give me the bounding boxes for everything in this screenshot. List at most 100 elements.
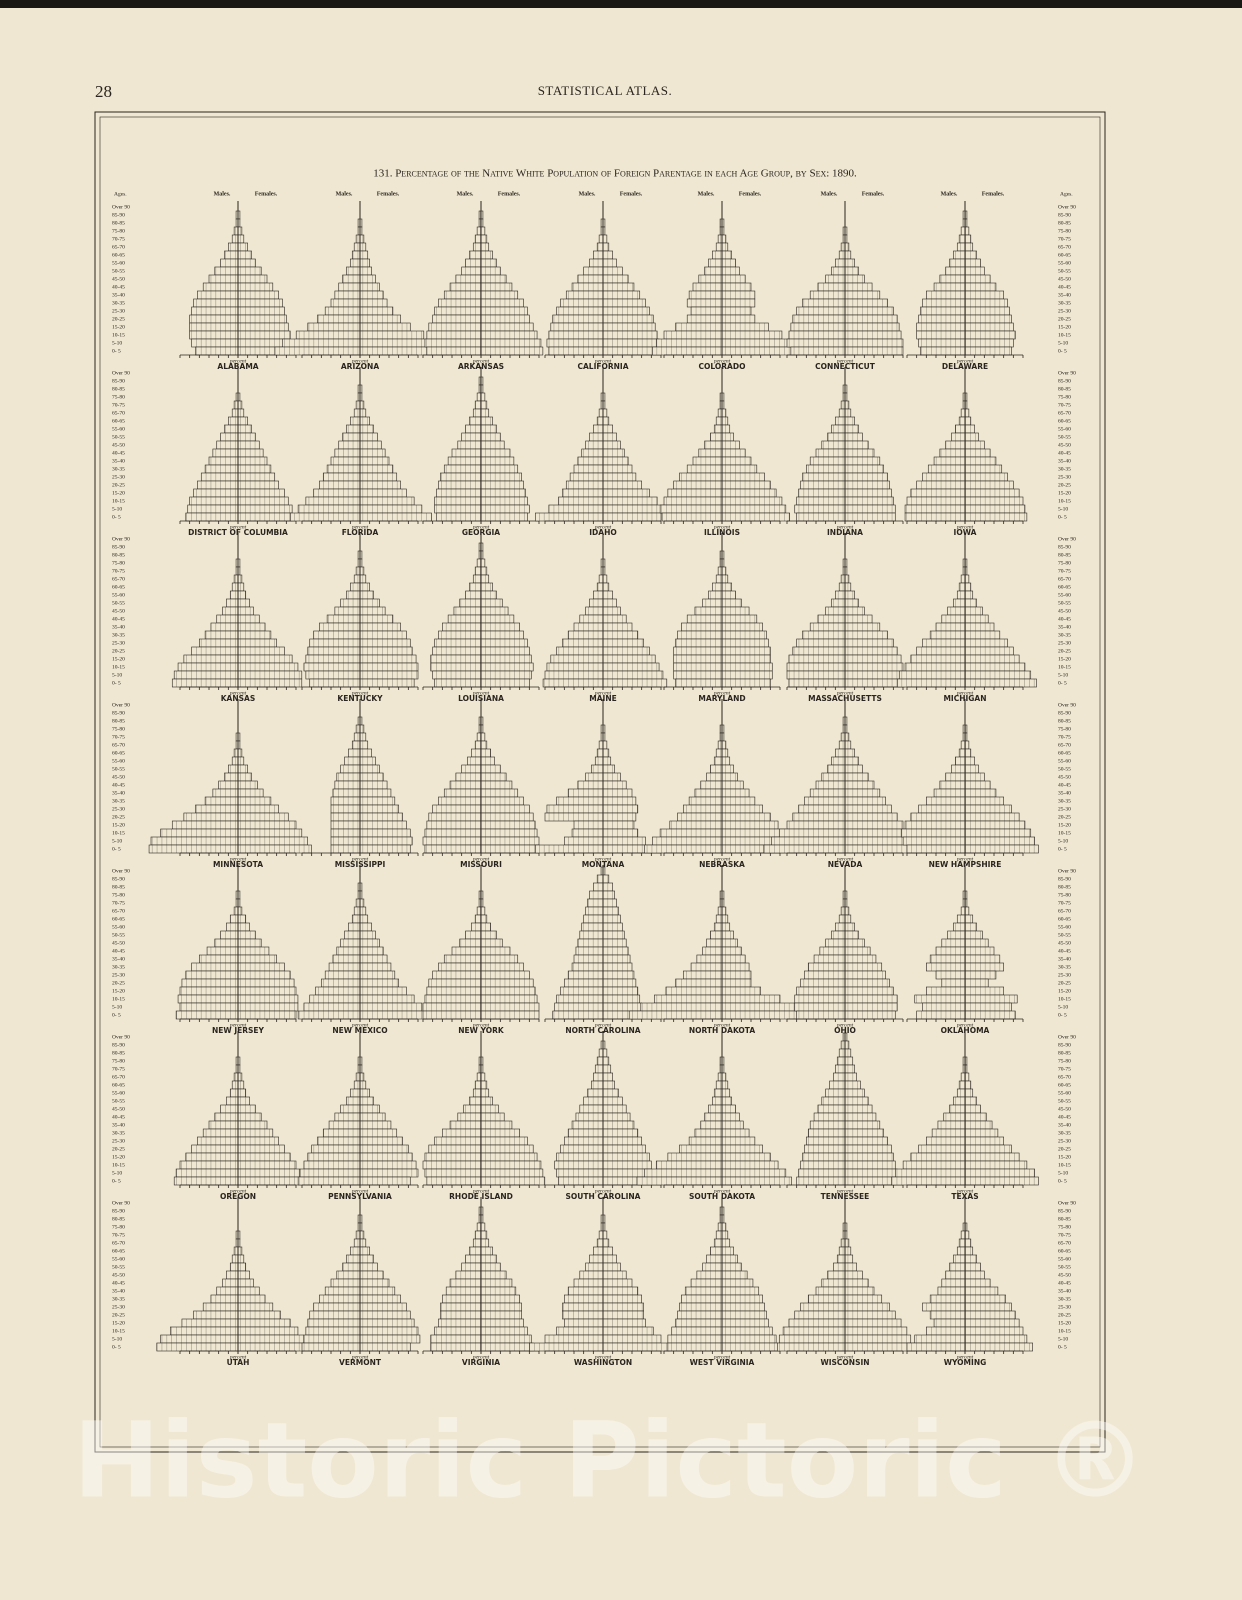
female-bar bbox=[359, 978, 399, 988]
male-bar bbox=[933, 456, 966, 466]
male-bar bbox=[443, 464, 482, 474]
female-bar bbox=[237, 906, 243, 916]
female-bar bbox=[721, 1160, 779, 1170]
age-label: 70-75 bbox=[1058, 900, 1071, 906]
female-bar bbox=[359, 1262, 378, 1272]
female-bar bbox=[844, 994, 898, 1004]
female-bar bbox=[844, 654, 902, 664]
female-bar bbox=[844, 408, 852, 418]
female-bar bbox=[602, 480, 642, 490]
male-bar bbox=[191, 306, 239, 316]
female-bar bbox=[844, 764, 863, 774]
age-label: 40-45 bbox=[1058, 284, 1071, 290]
age-label: 70-75 bbox=[1058, 1232, 1071, 1238]
state-name: FLORIDA bbox=[342, 528, 379, 537]
female-label: Females. bbox=[377, 191, 400, 197]
male-bar bbox=[800, 978, 846, 988]
age-label: 60-65 bbox=[112, 1082, 125, 1088]
male-bar bbox=[788, 678, 846, 688]
male-bar bbox=[195, 804, 239, 814]
female-bar bbox=[480, 496, 528, 506]
male-bar bbox=[548, 346, 604, 356]
age-label: 5-10 bbox=[112, 1004, 122, 1010]
female-bar bbox=[480, 400, 488, 410]
female-bar bbox=[721, 306, 752, 316]
female-bar bbox=[721, 1002, 800, 1012]
male-bar bbox=[189, 314, 239, 324]
female-bar bbox=[480, 330, 538, 340]
female-bar bbox=[602, 922, 623, 932]
female-bar bbox=[480, 978, 534, 988]
female-bar bbox=[237, 440, 260, 450]
female-bar bbox=[480, 638, 528, 648]
male-bar bbox=[941, 1278, 966, 1288]
female-bar bbox=[237, 646, 285, 656]
male-bar bbox=[786, 662, 846, 672]
age-label: 20-25 bbox=[1058, 814, 1071, 820]
male-bar bbox=[432, 314, 482, 324]
male-bar bbox=[581, 448, 604, 458]
male-bar bbox=[303, 1002, 361, 1012]
female-bar bbox=[721, 1080, 729, 1090]
male-bar bbox=[183, 654, 239, 664]
female-bar bbox=[480, 828, 538, 838]
axis-label: percent bbox=[836, 856, 854, 862]
age-label: 60-65 bbox=[112, 916, 125, 922]
female-bar bbox=[480, 258, 497, 268]
male-bar bbox=[708, 258, 723, 268]
male-bar bbox=[663, 496, 723, 506]
male-bar bbox=[800, 480, 846, 490]
male-bar bbox=[920, 306, 966, 316]
male-bar bbox=[706, 772, 723, 782]
female-bar bbox=[602, 970, 635, 980]
male-bar bbox=[669, 820, 723, 830]
age-label: 65-70 bbox=[112, 742, 125, 748]
age-label: Over 90 bbox=[1058, 702, 1076, 708]
female-bar bbox=[237, 338, 289, 348]
age-label: Over 90 bbox=[1058, 1200, 1076, 1206]
state-name: MARYLAND bbox=[698, 694, 745, 703]
state-name: ILLINOIS bbox=[704, 528, 740, 537]
age-label: 35-40 bbox=[1058, 458, 1071, 464]
male-bar bbox=[346, 266, 361, 276]
female-bar bbox=[964, 662, 1026, 672]
male-bar bbox=[796, 512, 846, 522]
female-bar bbox=[602, 1136, 642, 1146]
axis-label: percent bbox=[472, 856, 490, 862]
female-bar bbox=[237, 922, 250, 932]
female-bar bbox=[480, 732, 486, 742]
male-bar bbox=[655, 1160, 723, 1170]
male-bar bbox=[556, 306, 604, 316]
axis-label: percent bbox=[229, 1354, 247, 1360]
male-bar bbox=[802, 298, 846, 308]
male-bar bbox=[802, 630, 846, 640]
female-bar bbox=[844, 306, 894, 316]
age-label: 15-20 bbox=[1058, 324, 1071, 330]
axis-label: percent bbox=[594, 1022, 612, 1028]
age-label: 40-45 bbox=[1058, 948, 1071, 954]
age-label: 45-50 bbox=[112, 608, 125, 614]
age-label: 5-10 bbox=[1058, 1170, 1068, 1176]
male-bar bbox=[675, 978, 723, 988]
female-bar bbox=[602, 946, 629, 956]
male-bar bbox=[422, 836, 482, 846]
female-bar bbox=[602, 1064, 612, 1074]
running-title: STATISTICAL ATLAS. bbox=[538, 83, 673, 98]
female-bar bbox=[844, 440, 869, 450]
male-bar bbox=[958, 1080, 966, 1090]
male-bar bbox=[796, 1176, 846, 1186]
female-bar bbox=[237, 820, 297, 830]
female-bar bbox=[964, 590, 974, 600]
age-label: 10-15 bbox=[112, 498, 125, 504]
female-bar bbox=[844, 512, 896, 522]
age-label: 45-50 bbox=[112, 774, 125, 780]
male-bar bbox=[715, 748, 723, 758]
female-bar bbox=[480, 764, 501, 774]
male-bar bbox=[434, 638, 482, 648]
female-bar bbox=[721, 1112, 740, 1122]
male-bar bbox=[953, 250, 966, 260]
axis-label: percent bbox=[472, 690, 490, 696]
